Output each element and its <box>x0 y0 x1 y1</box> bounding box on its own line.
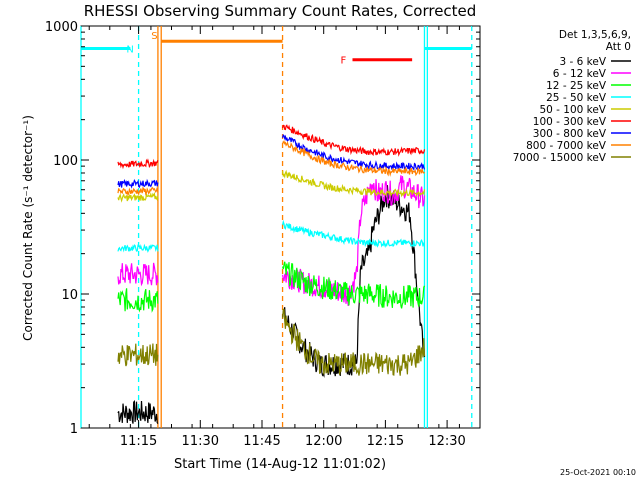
x-tick-label: 12:00 <box>305 434 342 449</box>
series-line <box>282 169 426 198</box>
series-lines <box>117 124 426 424</box>
series-line <box>282 139 425 177</box>
series-line <box>282 219 425 249</box>
legend-entry-label: 300 - 800 keV <box>533 128 607 140</box>
x-tick-label: 11:45 <box>243 434 280 449</box>
plot-area <box>80 25 481 429</box>
legend-entry-label: 6 - 12 keV <box>553 68 607 80</box>
x-tick-label: 11:30 <box>182 434 219 449</box>
x-tick-label: 12:30 <box>428 434 465 449</box>
annotations: N S F <box>81 31 472 67</box>
series-line <box>117 191 159 203</box>
annotation-label: S <box>151 31 157 42</box>
x-axis-label: Start Time (14-Aug-12 11:01:02) <box>174 457 386 472</box>
series-line <box>117 343 159 367</box>
series-line <box>117 262 159 287</box>
series-line <box>282 308 426 376</box>
y-axis-label: Corrected Count Rate (s⁻¹ detector⁻¹) <box>21 115 35 341</box>
x-tick-label: 12:15 <box>367 434 404 449</box>
series-line <box>117 243 159 253</box>
y-tick-label: 10 <box>61 288 78 303</box>
y-tick-label: 100 <box>53 154 78 169</box>
legend-header: Det 1,3,5,6,9, <box>559 29 631 41</box>
annotation-label: N <box>126 44 133 55</box>
legend-entry-label: 7000 - 15000 keV <box>513 152 607 164</box>
legend-entry-label: 12 - 25 keV <box>546 80 607 92</box>
series-line <box>117 158 159 170</box>
x-tick-label: 11:15 <box>120 434 157 449</box>
y-tick-label: 1 <box>70 422 78 437</box>
series-line <box>282 124 426 157</box>
series-line <box>117 186 159 197</box>
series-line <box>117 399 159 424</box>
annotation-label: F <box>340 56 346 67</box>
series-line <box>282 261 426 309</box>
legend-entry-label: 25 - 50 keV <box>546 92 607 104</box>
legend-entry-label: 3 - 6 keV <box>559 56 606 68</box>
chart-title: RHESSI Observing Summary Count Rates, Co… <box>84 2 477 20</box>
series-line <box>117 288 159 313</box>
legend-entry-label: 800 - 7000 keV <box>526 140 607 152</box>
y-tick-label: 1000 <box>45 20 78 35</box>
series-line <box>282 134 426 172</box>
legend-entry-label: 50 - 100 keV <box>539 104 606 116</box>
legend-header: Att 0 <box>606 41 631 53</box>
axes: 11:15 11:30 11:45 12:00 12:15 12:30 1 10 100 1000 <box>45 20 480 449</box>
legend-entry-label: 100 - 300 keV <box>533 116 607 128</box>
footer-timestamp: 25-Oct-2021 00:10 <box>560 468 636 477</box>
series-line <box>117 178 159 189</box>
